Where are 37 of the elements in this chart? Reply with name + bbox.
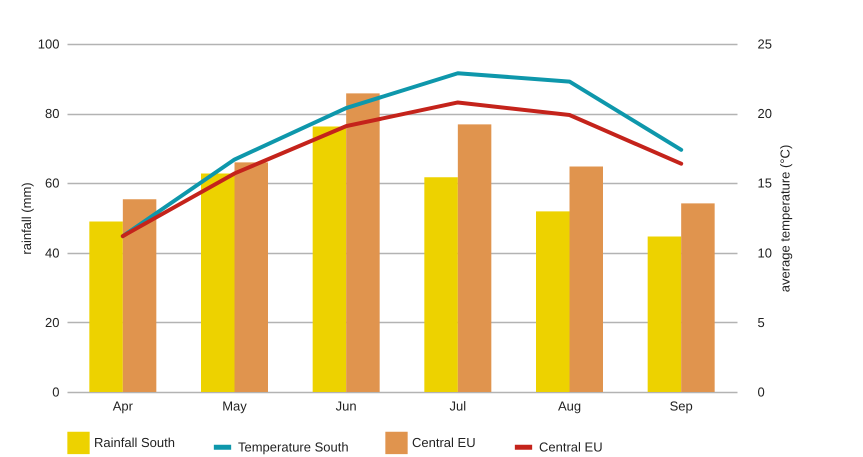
y2-axis-title: average temperature (°C) — [778, 144, 792, 292]
y2-tick-label: 25 — [758, 36, 772, 52]
bar — [570, 166, 603, 392]
bar — [122, 199, 156, 392]
bar — [346, 93, 380, 392]
y-tick-label: 0 — [52, 384, 60, 400]
y-tick-label: 40 — [45, 245, 60, 260]
x-tick-label: Jun — [336, 398, 357, 414]
y2-tick-label: 10 — [758, 245, 772, 260]
y2-tick-label: 0 — [758, 384, 765, 400]
y-tick-label: 20 — [45, 314, 60, 330]
legend-label: Rainfall South — [94, 434, 175, 450]
x-tick-label: Jul — [450, 398, 466, 414]
y-tick-label: 80 — [45, 106, 60, 122]
legend-label: Central EU — [539, 439, 603, 454]
y-axis-title: rainfall (mm) — [18, 182, 34, 255]
legend-label: Central EU — [412, 434, 476, 450]
bar — [536, 211, 570, 392]
bar — [681, 203, 715, 392]
y2-tick-label: 5 — [758, 314, 765, 330]
bar — [201, 173, 234, 392]
y-tick-label: 100 — [38, 36, 60, 52]
bar — [424, 177, 458, 392]
bar — [234, 162, 268, 392]
bar — [648, 236, 682, 392]
bar — [89, 221, 123, 392]
line-series — [120, 100, 684, 238]
bar — [312, 126, 346, 392]
x-tick-label: Sep — [670, 398, 693, 414]
x-tick-label: Apr — [112, 398, 134, 414]
y-tick-label: 60 — [45, 176, 60, 191]
legend-label: Temperature South — [238, 439, 349, 454]
y2-tick-label: 20 — [758, 106, 772, 122]
y2-tick-label: 15 — [758, 176, 772, 191]
bar — [458, 124, 492, 392]
x-tick-label: May — [222, 398, 248, 414]
x-tick-label: Aug — [558, 398, 582, 414]
